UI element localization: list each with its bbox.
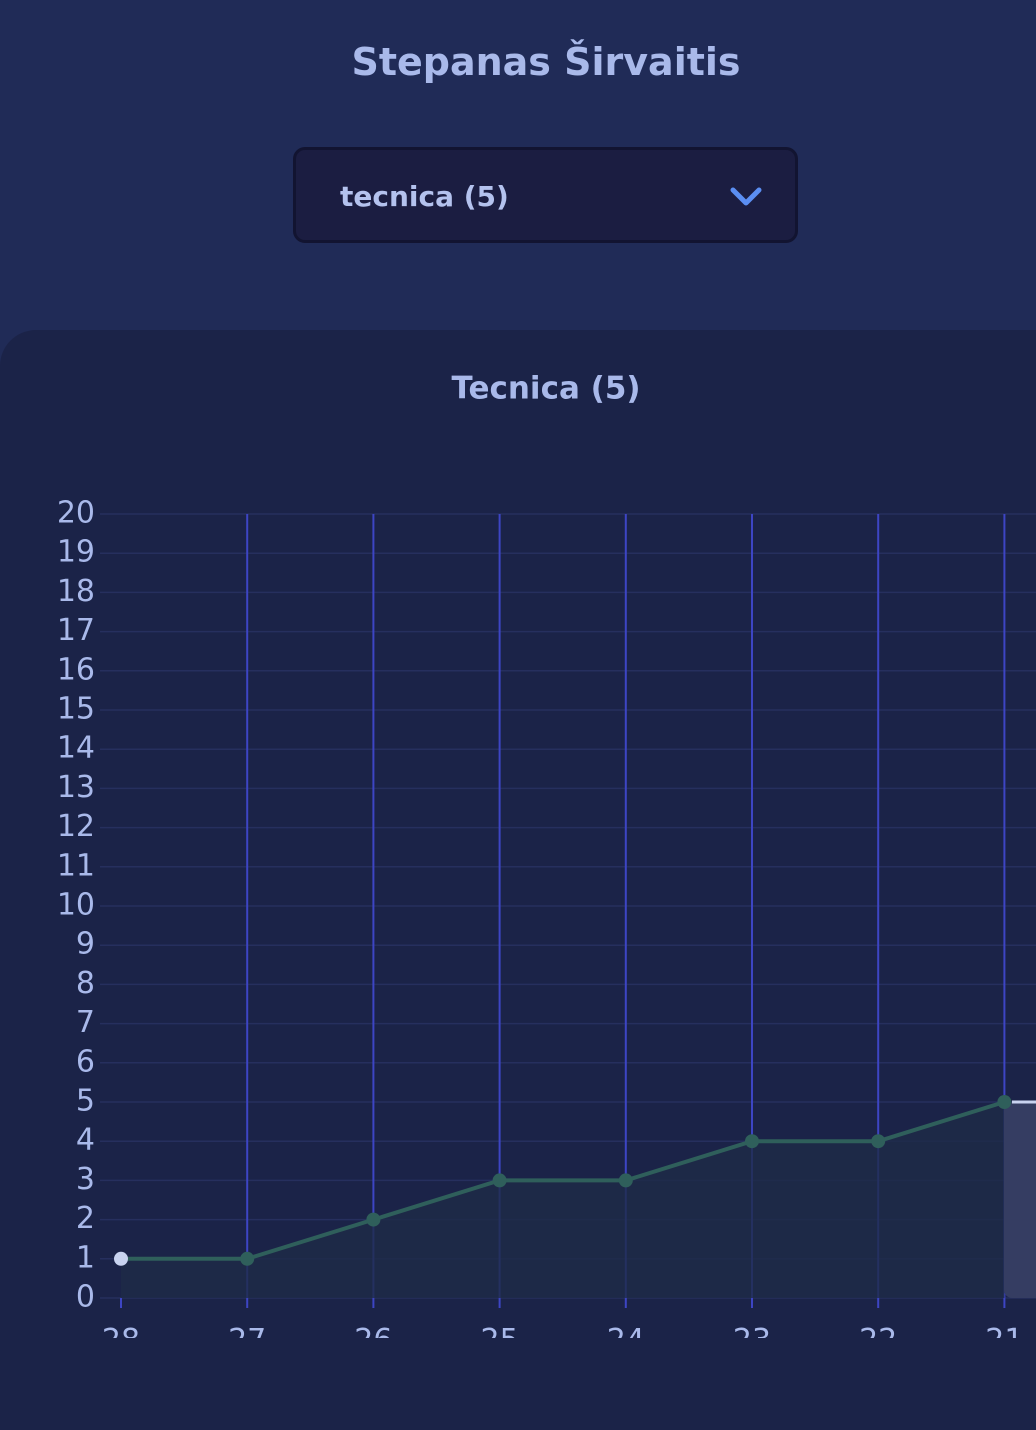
y-tick-label: 2 [76,1201,95,1236]
chart: Tecnica (5) 0123456789101112131415161718… [57,371,1036,1338]
x-tick-label: 21 [985,1323,1023,1338]
y-tick-label: 17 [57,613,95,648]
line [121,1100,1005,1261]
y-tick-label: 8 [76,966,95,1001]
y-tick-label: 18 [57,574,95,609]
page: Stepanas Širvaitis tecnica (5) Tecnica (… [0,40,1036,1430]
point [366,1212,381,1227]
point [618,1173,633,1188]
point [745,1134,759,1149]
y-tick-label: 19 [57,535,95,570]
point [114,1251,128,1266]
area [121,1102,1005,1298]
point [871,1134,886,1149]
y-tick-label: 7 [76,1005,95,1040]
point [240,1251,255,1266]
point [492,1173,507,1188]
x-tick-label: 27 [228,1323,266,1338]
x-tick-label: 24 [607,1323,645,1338]
x-tick-label: 25 [481,1323,519,1338]
y-tick-label: 5 [76,1084,95,1119]
chart-title: Tecnica (5) [451,371,640,407]
y-tick-label: 4 [76,1123,95,1158]
y-tick-label: 9 [76,927,95,962]
y-tick-label: 20 [57,496,95,531]
x-tick-label: 26 [354,1323,392,1338]
hover-highlight [1004,1102,1036,1298]
y-tick-label: 10 [57,888,95,923]
y-tick-label: 14 [57,731,95,766]
y-tick-label: 15 [57,692,95,727]
dropdown-value: tecnica (5) [340,180,509,213]
chevron [730,187,762,206]
page-title: Stepanas Širvaitis [351,40,741,84]
y-tick-label: 12 [57,809,95,844]
y-tick-label: 11 [57,848,95,883]
x-tick-label: 22 [859,1323,897,1338]
y-tick-label: 6 [76,1044,95,1079]
x-tick-label: 28 [102,1323,140,1338]
y-tick-label: 0 [76,1280,95,1315]
y-tick-label: 1 [76,1240,95,1275]
point [997,1095,1012,1109]
y-tick-label: 3 [76,1162,95,1197]
y-tick-label: 13 [57,770,95,805]
dropdown[interactable]: tecnica (5) [293,147,798,243]
y-tick-label: 16 [57,652,95,687]
x-tick-label: 23 [733,1323,771,1338]
